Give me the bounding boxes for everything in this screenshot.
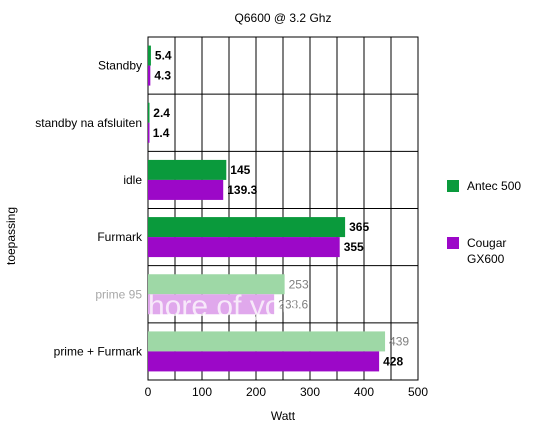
x-tick-label: 200 (246, 385, 266, 399)
legend-item-cougar: Cougar GX600 (447, 235, 537, 267)
x-tick-labels: 0 100 200 300 400 500 (145, 385, 429, 399)
bar-cougar (148, 65, 151, 86)
bar-cougar (148, 237, 340, 258)
data-label: 355 (344, 240, 364, 254)
chart-title: Q6600 @ 3.2 Ghz (235, 11, 332, 25)
x-tick-label: 0 (145, 385, 152, 399)
legend-swatch-antec (447, 180, 459, 192)
bar-cougar (148, 122, 150, 143)
legend-label-antec: Antec 500 (467, 179, 522, 193)
category-label: Furmark (97, 230, 143, 244)
data-label: 253 (289, 277, 309, 291)
data-label: 233.6 (278, 297, 308, 311)
category-labels: Standby standby na afsluiten idle Furmark pr… (35, 59, 143, 359)
data-label: 1.4 (153, 126, 170, 140)
bars (148, 45, 386, 372)
data-label: 4.3 (154, 69, 171, 83)
bar-antec (148, 159, 227, 180)
data-label: 5.4 (155, 49, 172, 63)
x-tick-label: 100 (192, 385, 212, 399)
data-labels: 5.4 4.3 2.4 1.4 145 139.3 365 355 253 233.6 439 428 (153, 49, 410, 369)
category-label: prime 95 (95, 287, 142, 301)
data-label: 428 (383, 354, 403, 368)
bar-antec (148, 274, 285, 295)
bar-antec (148, 331, 386, 352)
legend-label-cougar: Cougar GX600 (467, 236, 507, 266)
category-label: idle (123, 173, 142, 187)
bar-cougar (148, 179, 224, 200)
x-tick-label: 300 (300, 385, 320, 399)
legend-swatch-cougar (447, 237, 459, 249)
data-label: 139.3 (227, 183, 257, 197)
y-axis-title: toepassing (4, 207, 18, 265)
grid (147, 36, 419, 381)
data-label: 365 (349, 220, 369, 234)
category-label: prime + Furmark (54, 344, 143, 358)
bar-antec (148, 217, 346, 238)
bar-antec (148, 45, 151, 66)
data-label: 2.4 (153, 106, 170, 120)
data-label: 439 (389, 334, 409, 348)
x-tick-label: 400 (354, 385, 374, 399)
bar-cougar (148, 351, 380, 372)
category-label: Standby (98, 59, 142, 73)
data-label: 145 (230, 163, 250, 177)
x-tick-label: 500 (408, 385, 428, 399)
bar-antec (148, 102, 150, 123)
bar-cougar (148, 294, 275, 315)
x-axis-title: Watt (271, 409, 296, 423)
category-label: standby na afsluiten (35, 116, 142, 130)
legend-item-antec: Antec 500 (447, 178, 537, 194)
